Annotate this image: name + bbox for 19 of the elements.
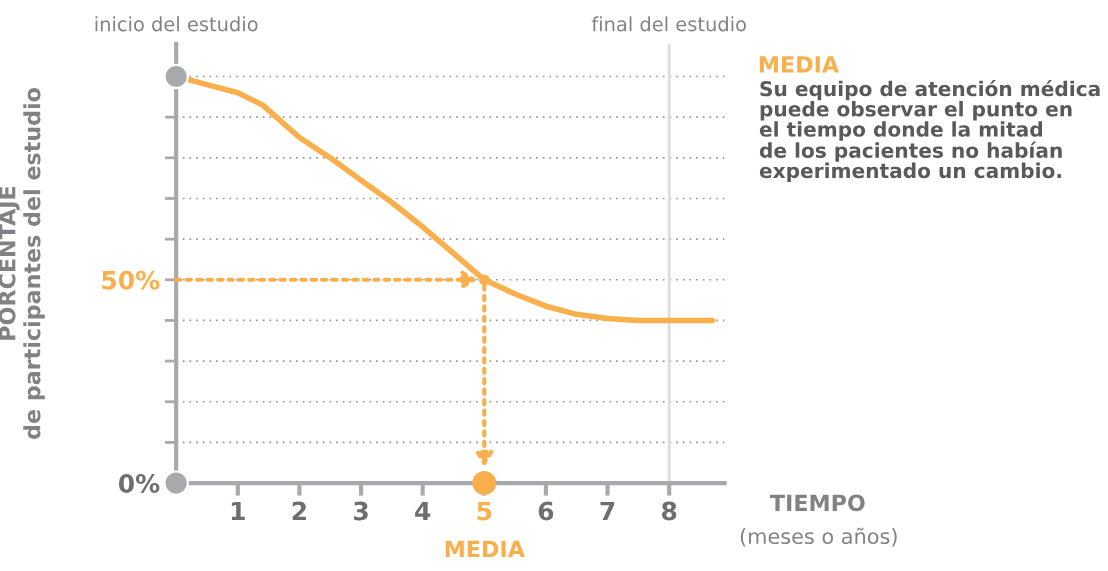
text: (meses o años) bbox=[740, 527, 897, 547]
y-tick-label: 50% bbox=[102, 270, 160, 290]
point bbox=[163, 63, 189, 90]
x-tick-label: 8 bbox=[662, 501, 677, 521]
x-tick-label: 7 bbox=[600, 501, 615, 521]
x-tick-label: 2 bbox=[292, 501, 306, 521]
text: inicio del estudio bbox=[95, 16, 258, 32]
point bbox=[163, 470, 189, 496]
text: Su equipo de atención médica puede observar el punto en el tiempo donde la mitad de los pacientes no habían experimentado un cambio. bbox=[759, 79, 1100, 183]
x-tick-label: 1 bbox=[231, 501, 245, 521]
x-tick-label: 5 bbox=[477, 501, 492, 521]
x-tick-label: 6 bbox=[538, 501, 554, 521]
ref-line-label: final del estudio bbox=[591, 16, 746, 32]
y-tick-label: 0% bbox=[118, 474, 160, 493]
text: MEDIA bbox=[759, 56, 839, 73]
x-tick-label: 4 bbox=[415, 501, 431, 521]
x-tick-label: 3 bbox=[354, 501, 368, 521]
text: MEDIA bbox=[445, 540, 525, 558]
x-axis-title: TIEMPO bbox=[770, 494, 865, 512]
